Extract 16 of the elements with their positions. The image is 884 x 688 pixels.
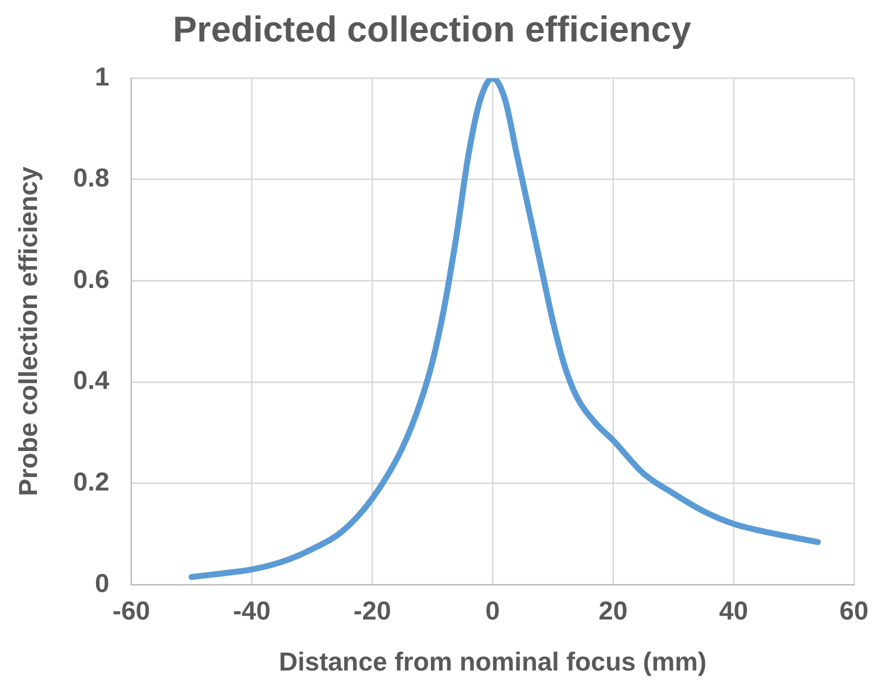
y-tick-label: 0.2: [73, 466, 110, 496]
x-tick-label: 40: [719, 595, 748, 626]
x-tick-label: -60: [112, 595, 150, 626]
chart-title: Predicted collection efficiency: [172, 8, 692, 50]
y-tick-label: 0.6: [73, 264, 110, 294]
x-tick-label: -40: [232, 595, 271, 626]
y-tick-label: 0: [94, 568, 110, 598]
y-tick-label: 0.8: [73, 162, 110, 193]
y-axis-title: Probe collection efficiency: [12, 166, 43, 496]
y-tick-label: 1: [94, 61, 110, 92]
x-axis-title: Distance from nominal focus (mm): [278, 646, 706, 677]
x-tick-label: 60: [840, 595, 868, 626]
x-tick-label: 0: [485, 595, 500, 626]
x-tick-label: 20: [598, 595, 628, 626]
x-tick-label: -20: [353, 595, 392, 626]
y-tick-label: 0.4: [73, 365, 110, 396]
